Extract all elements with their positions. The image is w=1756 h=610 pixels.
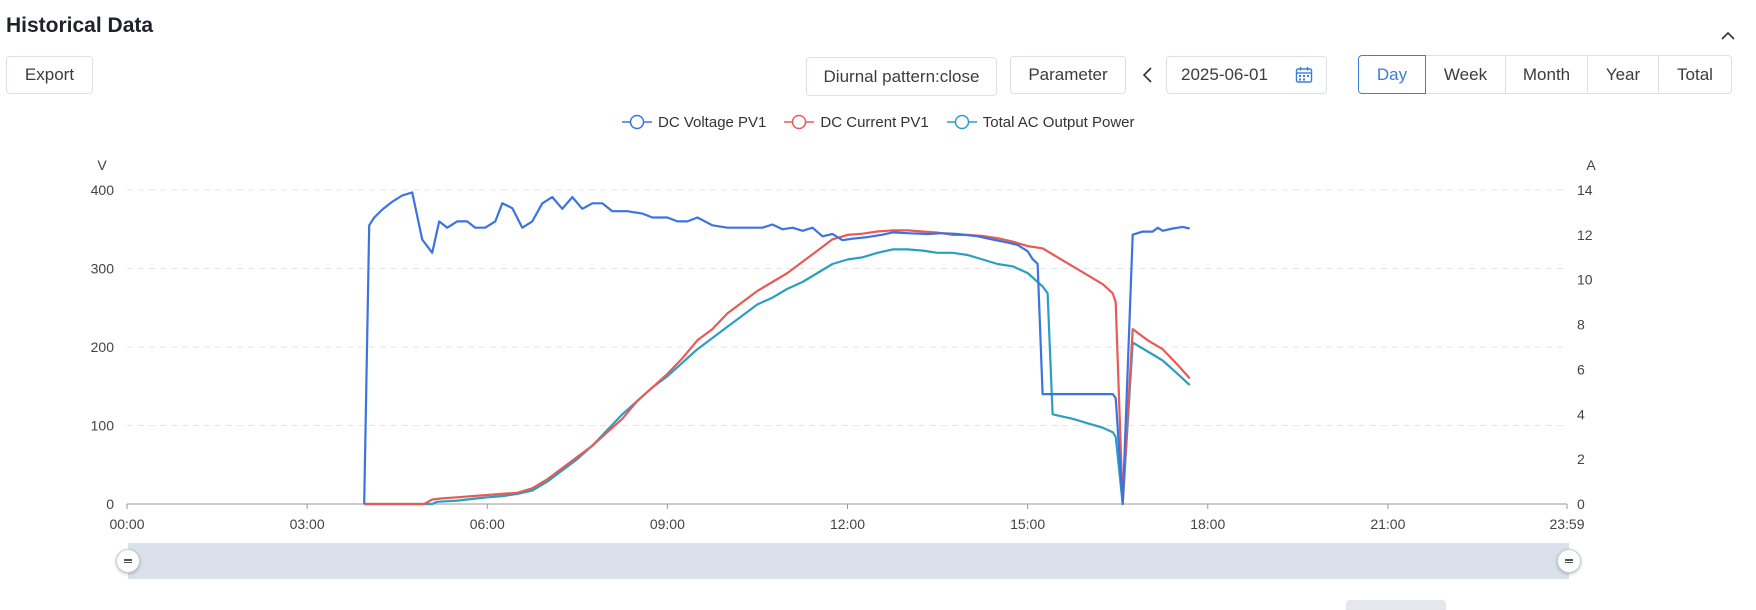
- y-right-tick-label: 12: [1577, 227, 1593, 243]
- date-picker[interactable]: 2025-06-01: [1166, 56, 1327, 94]
- chevron-up-icon[interactable]: [1720, 28, 1736, 44]
- series-line-1: [364, 229, 1191, 506]
- y-left-tick-label: 400: [91, 182, 115, 198]
- y-left-tick-label: 200: [91, 339, 115, 355]
- x-tick-label: 03:00: [290, 516, 325, 532]
- calendar-icon[interactable]: [1295, 66, 1313, 84]
- series-line-0: [363, 191, 1190, 506]
- tab-year[interactable]: Year: [1587, 55, 1659, 94]
- x-tick-label: 06:00: [470, 516, 505, 532]
- line-chart: 0 100 200 300 400 0 2 4 6 8 10 12 14 V A 00:00 03:00 06:0…: [91, 157, 1597, 532]
- period-selector: Day Week Month Year Total: [1358, 55, 1732, 94]
- diurnal-pattern-button[interactable]: Diurnal pattern:close: [806, 57, 997, 96]
- legend-label: Total AC Output Power: [982, 113, 1135, 131]
- y-right-tick-label: 8: [1577, 317, 1585, 333]
- y-right-tick-label: 6: [1577, 361, 1585, 377]
- legend-item-voltage[interactable]: DC Voltage PV1: [622, 113, 766, 131]
- tab-day[interactable]: Day: [1358, 55, 1426, 94]
- parameter-button[interactable]: Parameter: [1010, 56, 1126, 94]
- chart-legend: DC Voltage PV1 DC Current PV1 Total AC O…: [622, 112, 1153, 132]
- y-left-tick-label: 0: [106, 496, 114, 512]
- y-right-tick-label: 2: [1577, 451, 1585, 467]
- x-tick-label: 00:00: [109, 516, 144, 532]
- zoom-slider-track[interactable]: [128, 543, 1569, 579]
- scroll-indicator: [1346, 600, 1446, 610]
- x-tick-label: 12:00: [830, 516, 865, 532]
- tab-total[interactable]: Total: [1658, 55, 1732, 94]
- x-tick-label: 15:00: [1010, 516, 1045, 532]
- legend-power-icon: [946, 114, 977, 130]
- legend-label: DC Current PV1: [820, 113, 929, 131]
- tab-week[interactable]: Week: [1425, 55, 1506, 94]
- y-left-tick-label: 300: [91, 261, 115, 277]
- date-value: 2025-06-01: [1181, 65, 1268, 84]
- y-right-tick-label: 4: [1577, 406, 1585, 422]
- x-tick-label: 21:00: [1370, 516, 1405, 532]
- export-button[interactable]: Export: [6, 56, 93, 94]
- x-tick-label: 18:00: [1190, 516, 1225, 532]
- y-right-tick-label: 10: [1577, 272, 1593, 288]
- legend-item-current[interactable]: DC Current PV1: [784, 113, 929, 131]
- y-left-unit: V: [97, 157, 107, 173]
- chevron-left-icon[interactable]: [1138, 64, 1158, 86]
- x-tick-label: 23:59: [1549, 516, 1584, 532]
- zoom-handle-left[interactable]: [116, 549, 140, 573]
- series-line-2: [364, 248, 1191, 506]
- x-tick-label: 09:00: [650, 516, 685, 532]
- y-right-tick-label: 14: [1577, 182, 1593, 198]
- tab-month[interactable]: Month: [1505, 55, 1588, 94]
- y-left-tick-label: 100: [91, 418, 115, 434]
- zoom-handle-right[interactable]: [1557, 549, 1581, 573]
- legend-current-icon: [784, 114, 815, 130]
- legend-voltage-icon: [622, 114, 652, 130]
- legend-item-power[interactable]: Total AC Output Power: [946, 113, 1135, 131]
- page-title: Historical Data: [6, 14, 154, 37]
- y-right-unit: A: [1586, 157, 1596, 173]
- legend-label: DC Voltage PV1: [658, 113, 767, 131]
- y-right-tick-label: 0: [1577, 496, 1585, 512]
